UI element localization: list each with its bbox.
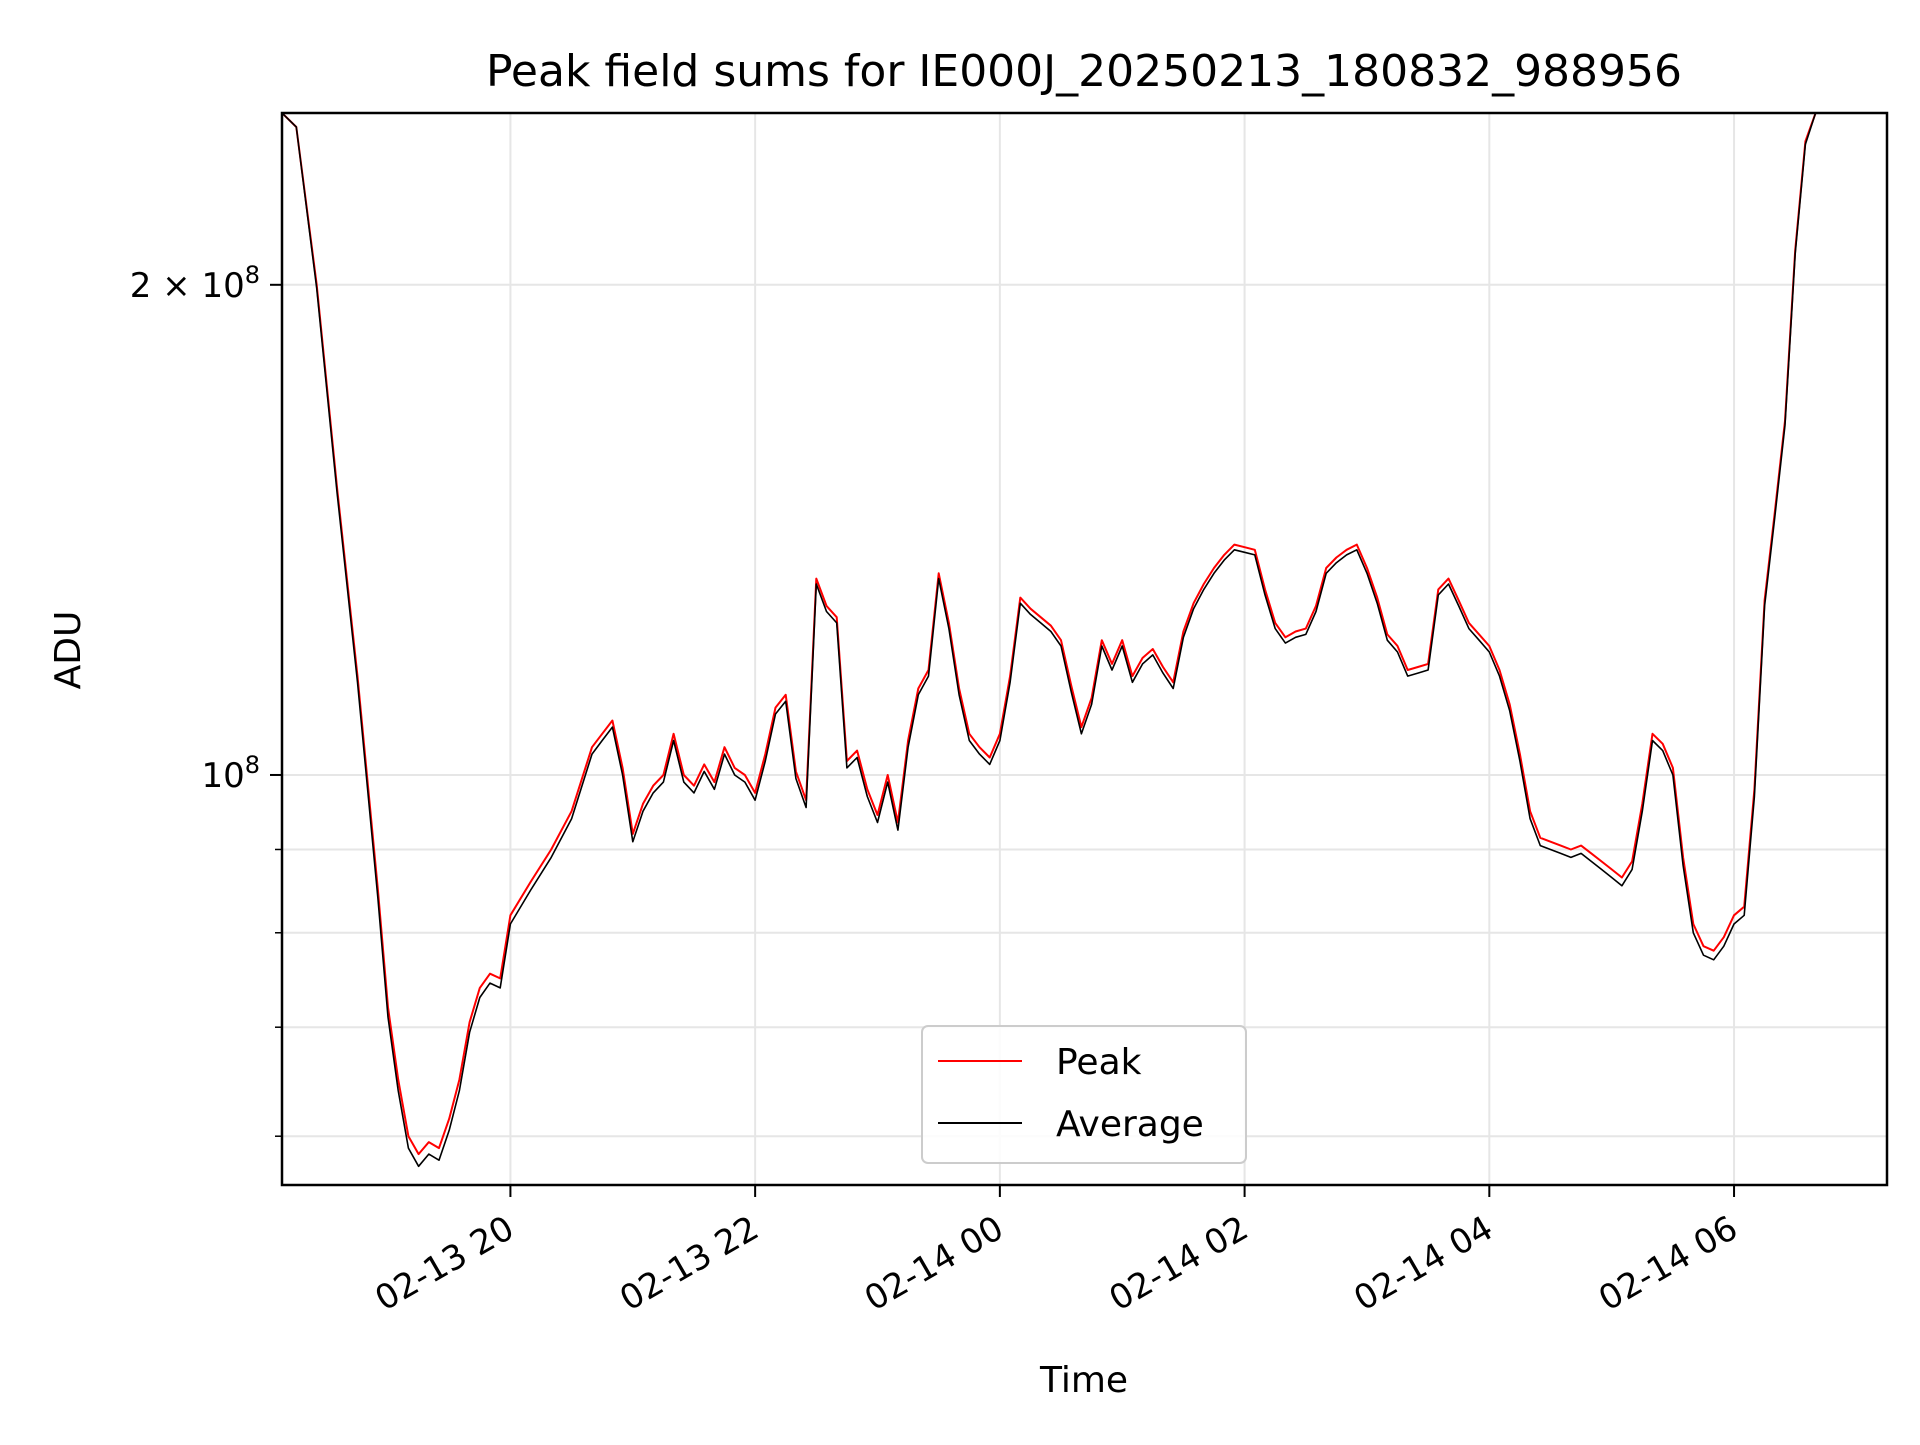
legend-label-peak: Peak bbox=[1056, 1042, 1142, 1083]
y-tick-label: 108 bbox=[201, 751, 260, 796]
y-tick-label: 2 × 108 bbox=[130, 261, 260, 306]
y-axis-ticks: 108 2 × 108 bbox=[130, 261, 282, 1137]
legend: Peak Average bbox=[921, 1025, 1247, 1164]
plot-frame bbox=[280, 111, 1889, 1187]
y-axis-label: ADU bbox=[48, 611, 89, 690]
series-layer bbox=[282, 113, 1817, 1168]
legend-label-average: Average bbox=[1056, 1104, 1204, 1145]
series-line-peak bbox=[282, 113, 1817, 1156]
x-axis-label: Time bbox=[1039, 1360, 1128, 1401]
series-line-average bbox=[282, 113, 1817, 1168]
chart-title: Peak field sums for IE000J_20250213_1808… bbox=[486, 46, 1682, 97]
